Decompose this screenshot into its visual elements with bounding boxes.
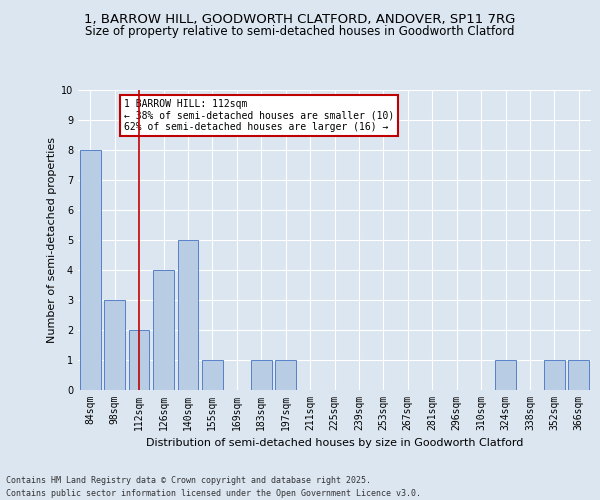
X-axis label: Distribution of semi-detached houses by size in Goodworth Clatford: Distribution of semi-detached houses by … — [146, 438, 523, 448]
Text: Contains public sector information licensed under the Open Government Licence v3: Contains public sector information licen… — [6, 488, 421, 498]
Text: Size of property relative to semi-detached houses in Goodworth Clatford: Size of property relative to semi-detach… — [85, 25, 515, 38]
Bar — [251, 360, 272, 390]
Bar — [178, 240, 199, 390]
Text: 1, BARROW HILL, GOODWORTH CLATFORD, ANDOVER, SP11 7RG: 1, BARROW HILL, GOODWORTH CLATFORD, ANDO… — [85, 12, 515, 26]
Y-axis label: Number of semi-detached properties: Number of semi-detached properties — [47, 137, 57, 343]
Bar — [104, 300, 125, 390]
Text: 1 BARROW HILL: 112sqm
← 38% of semi-detached houses are smaller (10)
62% of semi: 1 BARROW HILL: 112sqm ← 38% of semi-deta… — [124, 99, 394, 132]
Bar — [202, 360, 223, 390]
Bar — [544, 360, 565, 390]
Bar — [495, 360, 516, 390]
Text: Contains HM Land Registry data © Crown copyright and database right 2025.: Contains HM Land Registry data © Crown c… — [6, 476, 371, 485]
Bar — [80, 150, 101, 390]
Bar — [153, 270, 174, 390]
Bar — [128, 330, 149, 390]
Bar — [275, 360, 296, 390]
Bar — [568, 360, 589, 390]
